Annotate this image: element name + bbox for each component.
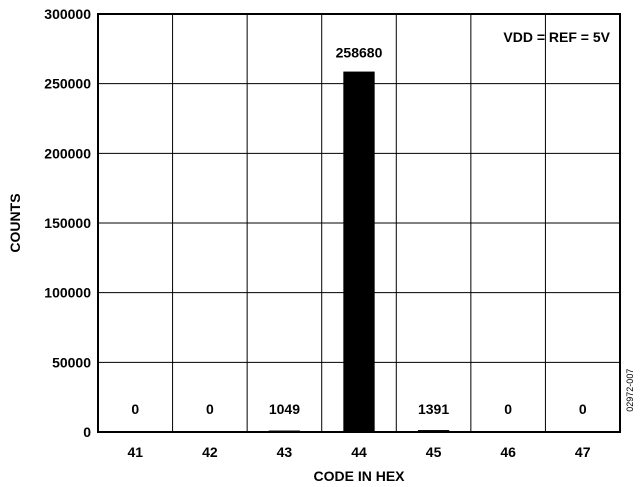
y-tick-label: 0	[83, 424, 91, 440]
x-tick-labels: 41 42 43 44 45 46 47	[127, 444, 590, 460]
y-tick-label: 250000	[44, 76, 91, 92]
data-label-47: 0	[579, 401, 587, 417]
figure-code: 02972-007	[625, 369, 635, 412]
x-tick-label: 46	[500, 444, 516, 460]
x-tick-label: 47	[575, 444, 591, 460]
bar-45	[417, 430, 450, 432]
data-label-42: 0	[206, 401, 214, 417]
y-tick-labels: 0 50000 100000 150000 200000 250000 300000	[44, 6, 91, 440]
y-tick-label: 100000	[44, 285, 91, 301]
bars	[268, 71, 450, 432]
y-tick-label: 150000	[44, 215, 91, 231]
y-tick-label: 50000	[52, 354, 91, 370]
bar-44	[343, 71, 375, 432]
y-axis-label: COUNTS	[7, 193, 23, 252]
x-tick-label: 43	[277, 444, 293, 460]
data-labels: 0 0 1049 258680 1391 0 0	[131, 45, 586, 417]
data-label-44: 258680	[336, 45, 383, 61]
data-label-46: 0	[504, 401, 512, 417]
data-label-45: 1391	[418, 401, 449, 417]
x-tick-label: 42	[202, 444, 218, 460]
x-axis-label: CODE IN HEX	[313, 468, 405, 484]
x-tick-label: 41	[127, 444, 143, 460]
y-tick-label: 300000	[44, 6, 91, 22]
x-tick-label: 45	[426, 444, 442, 460]
supply-annotation: VDD = REF = 5V	[503, 29, 610, 45]
data-label-41: 0	[131, 401, 139, 417]
y-tick-label: 200000	[44, 145, 91, 161]
bar-43	[268, 430, 301, 432]
x-tick-label: 44	[351, 444, 367, 460]
data-label-43: 1049	[269, 401, 300, 417]
